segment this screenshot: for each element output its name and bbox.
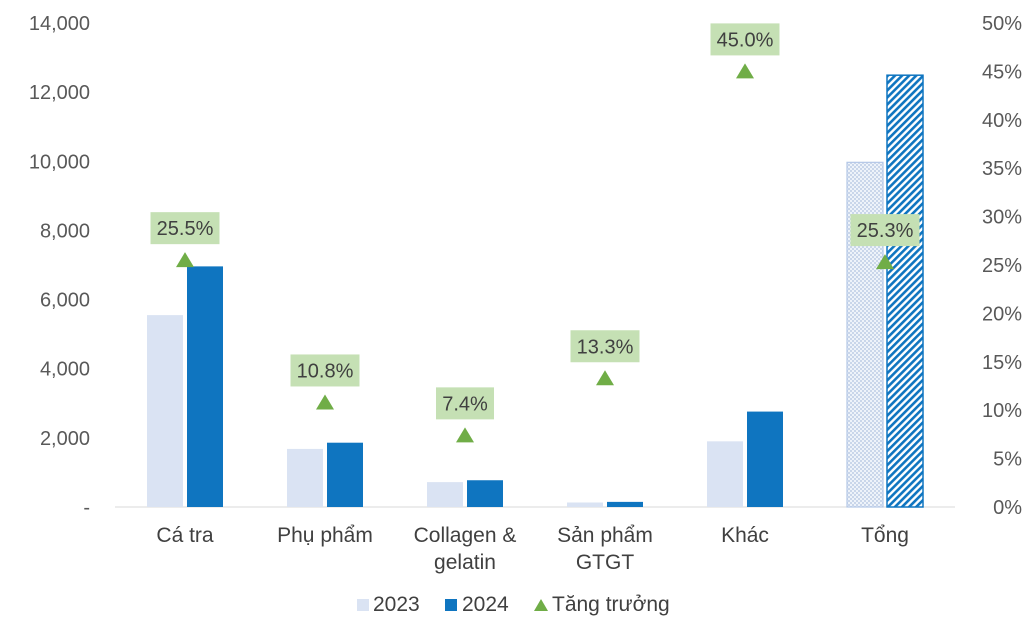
growth-label: 45.0% [717, 29, 774, 51]
y-right-tick-label: 50% [982, 13, 1022, 35]
growth-marker [176, 252, 194, 268]
bar-2023 [147, 315, 183, 507]
legend-label-growth: Tăng trưởng [552, 593, 670, 616]
growth-label-box [570, 330, 640, 363]
y-left-tick-label: 14,000 [29, 13, 90, 35]
category-label: Tổng [861, 524, 909, 547]
legend-swatch-2024 [445, 599, 457, 611]
growth-marker [596, 370, 614, 386]
y-left-tick-label: - [83, 497, 90, 519]
growth-label-box [290, 354, 360, 387]
growth-marker [736, 63, 754, 79]
right-axis: 0% 5% 10% 15% 20% 25% 30% 35% 40% 45% 50% [982, 13, 1022, 519]
legend-label-2023: 2023 [373, 593, 420, 616]
bar-2023 [846, 161, 884, 508]
y-left-tick-label: 10,000 [29, 151, 90, 173]
growth-label: 13.3% [577, 336, 634, 358]
left-axis: - 2,000 4,000 6,000 8,000 10,000 12,000 14,000 [29, 13, 90, 519]
category-label: Khác [721, 524, 769, 547]
legend-label-2024: 2024 [462, 593, 509, 616]
category-label: gelatin [434, 551, 496, 574]
category-labels: Cá tra Phụ phẩm Collagen & gelatin Sản phẩm G… [156, 524, 909, 574]
bar-2023 [287, 448, 323, 507]
bar-2024 [607, 501, 643, 507]
growth-labels: 25.5% 10.8% 7.4% 13.3% 45.0% 25.3% [150, 23, 920, 443]
bar-2024 [327, 442, 363, 507]
growth-label: 25.3% [857, 220, 914, 242]
y-left-tick-label: 4,000 [40, 359, 90, 381]
y-right-tick-label: 45% [982, 61, 1022, 83]
growth-label-box [150, 212, 220, 245]
category-label: Sản phẩm [557, 524, 653, 547]
bar-2024 [467, 480, 503, 507]
y-right-tick-label: 25% [982, 255, 1022, 277]
growth-label: 7.4% [442, 393, 488, 415]
y-right-tick-label: 15% [982, 352, 1022, 374]
category-label: Cá tra [156, 524, 214, 547]
y-left-tick-label: 12,000 [29, 82, 90, 104]
y-right-tick-label: 10% [982, 400, 1022, 422]
y-right-tick-label: 40% [982, 110, 1022, 132]
y-right-tick-label: 30% [982, 207, 1022, 229]
bar-2024 [187, 266, 223, 507]
bars [147, 74, 924, 508]
growth-label: 25.5% [157, 218, 214, 240]
legend: 2023 2024 Tăng trưởng [357, 593, 670, 616]
growth-marker [876, 254, 894, 270]
growth-label-box [850, 214, 920, 247]
bar-2024 [747, 411, 783, 507]
growth-label: 10.8% [297, 360, 354, 382]
legend-swatch-2023 [357, 599, 369, 611]
bar-2024 [886, 74, 924, 508]
growth-label-box [436, 387, 494, 420]
y-right-tick-label: 20% [982, 303, 1022, 325]
growth-label-box [710, 23, 780, 56]
category-label: Collagen & [414, 524, 517, 547]
legend-marker-growth [534, 599, 548, 611]
y-right-tick-label: 5% [993, 449, 1022, 471]
y-left-tick-label: 2,000 [40, 428, 90, 450]
growth-marker [456, 427, 474, 443]
category-label: GTGT [576, 551, 634, 574]
y-right-tick-label: 35% [982, 158, 1022, 180]
category-label: Phụ phẩm [277, 524, 373, 547]
y-right-tick-label: 0% [993, 497, 1022, 519]
bar-2023 [567, 502, 603, 507]
y-left-tick-label: 6,000 [40, 290, 90, 312]
growth-marker [316, 394, 334, 410]
bar-2023 [707, 441, 743, 507]
bar-2023 [427, 482, 463, 507]
y-left-tick-label: 8,000 [40, 220, 90, 242]
